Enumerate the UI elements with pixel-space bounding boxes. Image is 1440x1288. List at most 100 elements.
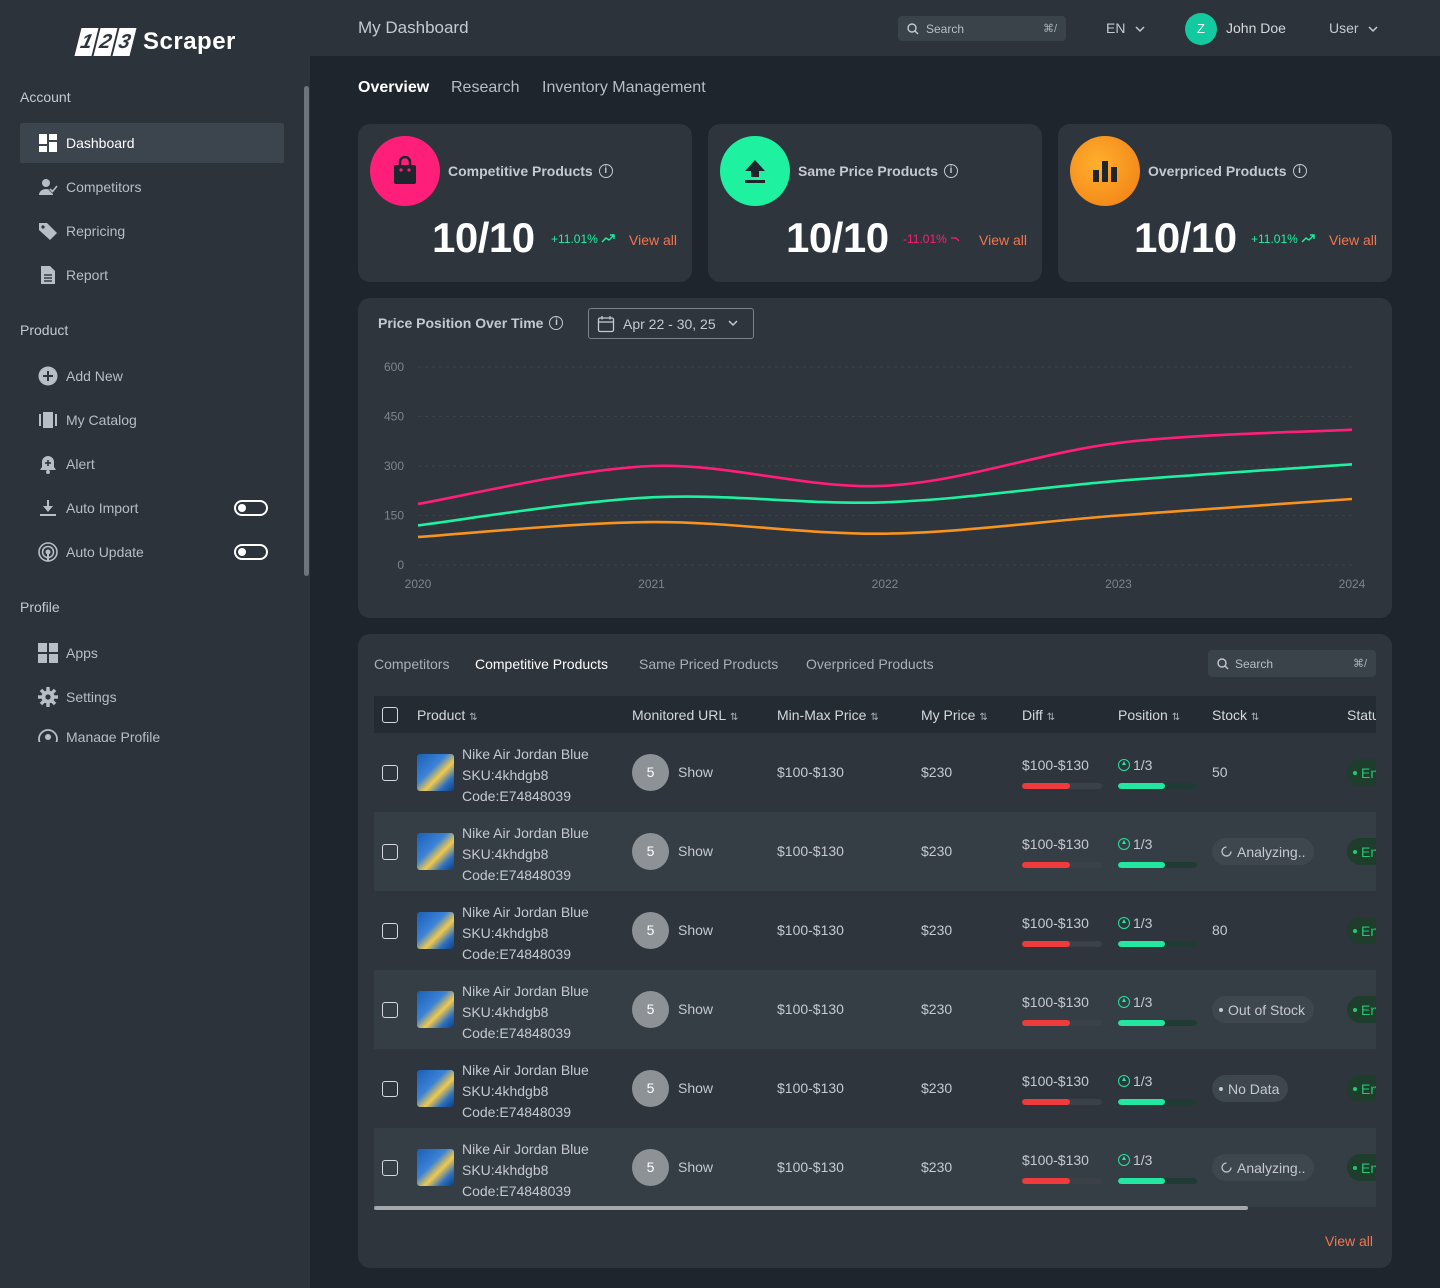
- table-row[interactable]: Nike Air Jordan Blue SKU:4khdgb8 Code:E7…: [374, 733, 1376, 812]
- table-row[interactable]: Nike Air Jordan Blue SKU:4khdgb8 Code:E7…: [374, 970, 1376, 1049]
- product-info[interactable]: Nike Air Jordan Blue SKU:4khdgb8 Code:E7…: [462, 1139, 589, 1202]
- arrow-up-circle-icon: [1118, 1154, 1130, 1166]
- table-tab-competitive-products[interactable]: Competitive Products: [475, 656, 609, 672]
- row-checkbox[interactable]: [382, 844, 398, 860]
- position-bar-fill: [1118, 941, 1166, 947]
- language-select[interactable]: EN: [1106, 20, 1145, 36]
- product-info[interactable]: Nike Air Jordan Blue SKU:4khdgb8 Code:E7…: [462, 981, 589, 1044]
- select-all-checkbox[interactable]: [382, 707, 398, 723]
- show-urls-link[interactable]: Show: [678, 764, 714, 780]
- date-range-picker[interactable]: Apr 22 - 30, 25: [588, 308, 754, 339]
- position-value: 1/3: [1118, 757, 1152, 773]
- product-info[interactable]: Nike Air Jordan Blue SKU:4khdgb8 Code:E7…: [462, 744, 589, 807]
- diff-bar: [1022, 941, 1102, 947]
- product-code: Code:E74848039: [462, 1183, 571, 1199]
- user-role-menu[interactable]: User: [1329, 20, 1378, 36]
- sidebar-scrollbar[interactable]: [304, 86, 309, 576]
- info-icon[interactable]: i: [944, 164, 959, 178]
- auto-update-toggle[interactable]: [234, 544, 268, 560]
- row-checkbox[interactable]: [382, 765, 398, 781]
- sidebar-item-competitors[interactable]: Competitors: [20, 167, 284, 207]
- column-header-min-max-price[interactable]: Min-Max Price ⇅: [777, 707, 879, 723]
- column-label: My Price: [921, 707, 976, 723]
- stat-delta: +11.01%: [1251, 232, 1315, 246]
- sidebar-item-auto-import[interactable]: Auto Import: [20, 488, 284, 528]
- stat-delta: +11.01%: [551, 232, 615, 246]
- product-code: Code:E74848039: [462, 1025, 571, 1041]
- sidebar-item-manage-profile[interactable]: Manage Profile: [20, 721, 284, 742]
- row-checkbox[interactable]: [382, 1081, 398, 1097]
- product-sku: SKU:4khdgb8: [462, 1162, 549, 1178]
- sidebar-item-dashboard[interactable]: Dashboard: [20, 123, 284, 163]
- column-header-position[interactable]: Position ⇅: [1118, 707, 1180, 723]
- row-checkbox[interactable]: [382, 1002, 398, 1018]
- tab-inventory-management[interactable]: Inventory Management: [542, 79, 706, 96]
- column-header-status[interactable]: Status: [1347, 707, 1376, 723]
- tab-research[interactable]: Research: [451, 79, 520, 96]
- avatar[interactable]: Z: [1185, 13, 1217, 45]
- trend-up-icon: [1301, 234, 1315, 243]
- section-title-product: Product: [20, 322, 69, 338]
- product-info[interactable]: Nike Air Jordan Blue SKU:4khdgb8 Code:E7…: [462, 823, 589, 886]
- page-title: My Dashboard: [358, 18, 469, 37]
- sidebar-item-settings[interactable]: Settings: [20, 677, 284, 717]
- sidebar-item-my-catalog[interactable]: My Catalog: [20, 400, 284, 440]
- column-header-my-price[interactable]: My Price ⇅: [921, 707, 988, 723]
- sidebar-item-report[interactable]: Report: [20, 255, 284, 295]
- table-horizontal-scrollbar[interactable]: [374, 1206, 1248, 1210]
- column-header-stock[interactable]: Stock ⇅: [1212, 707, 1259, 723]
- sidebar-item-apps[interactable]: Apps: [20, 633, 284, 673]
- table-search-input[interactable]: Search ⌘/: [1208, 650, 1376, 677]
- row-checkbox[interactable]: [382, 923, 398, 939]
- sort-icon: ⇅: [1171, 712, 1181, 723]
- product-info[interactable]: Nike Air Jordan Blue SKU:4khdgb8 Code:E7…: [462, 1060, 589, 1123]
- sidebar-item-add-new[interactable]: Add New: [20, 356, 284, 396]
- user-name[interactable]: John Doe: [1226, 20, 1286, 36]
- info-icon[interactable]: i: [549, 316, 564, 330]
- table-view-all-link[interactable]: View all: [1325, 1233, 1373, 1249]
- table-row[interactable]: Nike Air Jordan Blue SKU:4khdgb8 Code:E7…: [374, 812, 1376, 891]
- diff-bar-fill: [1022, 1099, 1070, 1105]
- bar-chart-icon: [1070, 136, 1140, 206]
- view-all-text: View all: [629, 232, 677, 248]
- view-all-link[interactable]: View all: [979, 232, 1027, 248]
- global-search-input[interactable]: Search ⌘/: [898, 16, 1066, 41]
- series-line-3: [417, 497, 1353, 539]
- product-info[interactable]: Nike Air Jordan Blue SKU:4khdgb8 Code:E7…: [462, 902, 589, 965]
- view-all-link[interactable]: View all: [629, 232, 677, 248]
- x-tick-label: 2020: [405, 577, 432, 591]
- plus-circle-icon: [38, 366, 58, 386]
- column-header-diff[interactable]: Diff ⇅: [1022, 707, 1055, 723]
- auto-import-toggle[interactable]: [234, 500, 268, 516]
- column-header-monitored-url[interactable]: Monitored URL ⇅: [632, 707, 739, 723]
- my-price: $230: [921, 1159, 953, 1175]
- show-urls-link[interactable]: Show: [678, 922, 714, 938]
- sort-icon: ⇅: [1251, 712, 1260, 723]
- table-row[interactable]: Nike Air Jordan Blue SKU:4khdgb8 Code:E7…: [374, 1128, 1376, 1207]
- show-urls-link[interactable]: Show: [678, 1080, 714, 1096]
- view-all-link[interactable]: View all: [1329, 232, 1377, 248]
- table-tab-same-priced-products[interactable]: Same Priced Products: [639, 656, 779, 672]
- table-row[interactable]: Nike Air Jordan Blue SKU:4khdgb8 Code:E7…: [374, 891, 1376, 970]
- table-tab-competitors[interactable]: Competitors: [374, 656, 450, 672]
- position-bar: [1118, 1178, 1197, 1184]
- sidebar-item-repricing[interactable]: Repricing: [20, 211, 284, 251]
- status-dot-icon: [1353, 1165, 1357, 1170]
- table-row[interactable]: Nike Air Jordan Blue SKU:4khdgb8 Code:E7…: [374, 1049, 1376, 1128]
- table-tab-overpriced-products[interactable]: Overpriced Products: [806, 656, 934, 672]
- app-logo[interactable]: 1 2 3 Scraper: [74, 28, 236, 56]
- show-urls-link[interactable]: Show: [678, 843, 714, 859]
- sidebar-item-alert[interactable]: Alert: [20, 444, 284, 484]
- status-dot-icon: [1353, 1007, 1357, 1012]
- row-checkbox[interactable]: [382, 1160, 398, 1176]
- view-all-text: View all: [979, 232, 1027, 248]
- info-icon[interactable]: i: [598, 164, 613, 178]
- column-header-product[interactable]: Product ⇅: [417, 707, 478, 723]
- y-tick-label: 0: [397, 558, 404, 572]
- info-icon[interactable]: i: [1292, 164, 1307, 178]
- sidebar-item-auto-update[interactable]: Auto Update: [20, 532, 284, 572]
- show-urls-link[interactable]: Show: [678, 1001, 714, 1017]
- tab-overview[interactable]: Overview: [358, 79, 430, 96]
- diff-value: $100-$130: [1022, 836, 1089, 852]
- show-urls-link[interactable]: Show: [678, 1159, 714, 1175]
